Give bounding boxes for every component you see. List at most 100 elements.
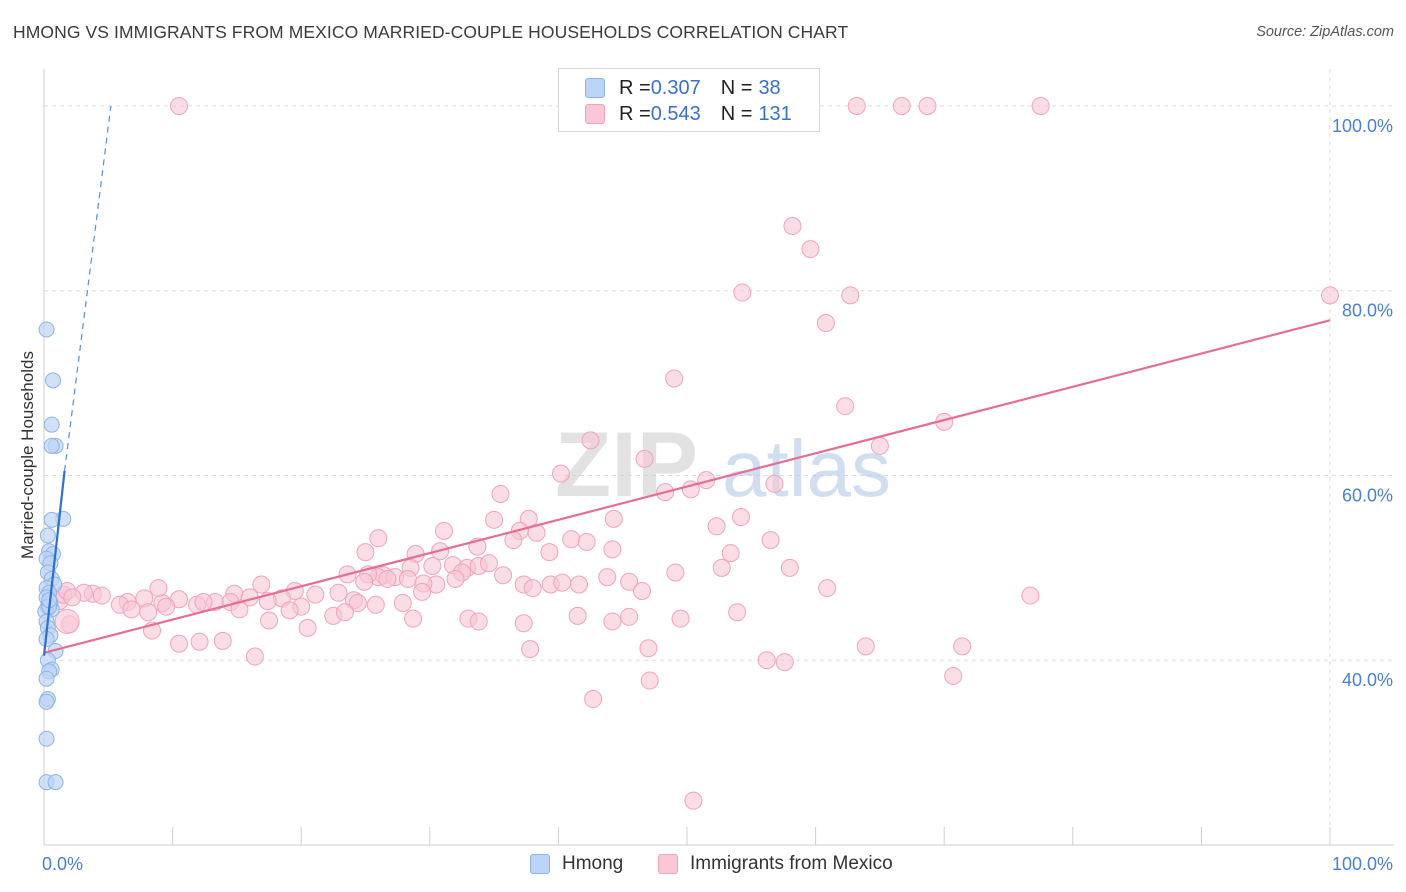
- mexico-point: [423, 557, 442, 576]
- mexico-point: [157, 597, 176, 616]
- trend-lines: [42, 105, 1331, 656]
- hmong-point: [43, 511, 60, 528]
- mexico-point: [245, 647, 264, 666]
- mexico-point: [757, 651, 776, 670]
- mexico-point: [732, 508, 751, 527]
- mexico-point: [818, 579, 837, 598]
- y-axis-label: Married-couple Households: [18, 351, 37, 559]
- n-value: 38: [758, 76, 781, 99]
- mexico-point: [665, 369, 684, 388]
- series-legend: Hmong Immigrants from Mexico: [0, 851, 1406, 879]
- mexico-point: [553, 573, 572, 592]
- mexico-point: [666, 563, 685, 582]
- mexico-point: [856, 637, 875, 656]
- n-label: N =: [720, 102, 753, 125]
- mexico-point: [335, 603, 354, 622]
- mexico-point: [356, 543, 375, 562]
- y-tick-label: 100.0%: [1332, 116, 1393, 136]
- mexico-point: [577, 532, 596, 551]
- legend-item-hmong[interactable]: Hmong: [530, 853, 623, 875]
- hmong-trend-line: [42, 470, 66, 656]
- mexico-point: [836, 397, 855, 416]
- mexico-point: [63, 588, 82, 607]
- hmong-swatch: [530, 854, 550, 874]
- mexico-point: [728, 603, 747, 622]
- legend-label-mexico: Immigrants from Mexico: [690, 853, 893, 874]
- mexico-point: [551, 464, 570, 483]
- mexico-point: [640, 671, 659, 690]
- mexico-point: [953, 637, 972, 656]
- mexico-point: [707, 517, 726, 536]
- mexico-point: [603, 540, 622, 559]
- hmong-trend-extension: [63, 105, 112, 471]
- mexico-point: [190, 632, 209, 651]
- mexico-point: [260, 611, 279, 630]
- mexico-trend-line: [43, 319, 1331, 654]
- hmong-point: [43, 416, 60, 433]
- mexico-point: [170, 96, 189, 115]
- hmong-swatch: [585, 78, 605, 98]
- legend-item-mexico[interactable]: Immigrants from Mexico: [658, 853, 893, 875]
- legend-row-mexico: R = 0.543 N = 131: [585, 102, 792, 126]
- mexico-point: [92, 586, 111, 605]
- mexico-point: [504, 531, 523, 550]
- mexico-point: [1031, 96, 1050, 115]
- mexico-point: [603, 612, 622, 631]
- mexico-point: [398, 569, 417, 588]
- r-value: 0.307: [650, 76, 701, 99]
- mexico-point: [348, 593, 367, 612]
- mexico-point: [329, 583, 348, 602]
- y-tick-label: 80.0%: [1342, 301, 1393, 321]
- mexico-point: [712, 558, 731, 577]
- mexico-point: [434, 521, 453, 540]
- mexico-point: [280, 601, 299, 620]
- mexico-point: [540, 543, 559, 562]
- mexico-point: [944, 666, 963, 685]
- n-value: 131: [758, 102, 792, 125]
- x-tick-label: 100.0%: [1332, 854, 1393, 874]
- mexico-point: [918, 96, 937, 115]
- mexico-point: [170, 634, 189, 653]
- mexico-point: [892, 96, 911, 115]
- mexico-swatch: [585, 104, 605, 124]
- hmong-point: [47, 774, 64, 791]
- x-tick-label: 0.0%: [42, 854, 83, 874]
- mexico-point: [816, 314, 835, 333]
- mexico-point: [479, 554, 498, 573]
- hmong-point: [38, 670, 55, 687]
- mexico-point: [122, 600, 141, 619]
- mexico-point: [598, 568, 617, 587]
- mexico-point: [639, 639, 658, 658]
- mexico-point: [847, 96, 866, 115]
- mexico-point: [870, 436, 889, 455]
- y-tick-label: 60.0%: [1342, 485, 1393, 505]
- mexico-point: [761, 531, 780, 550]
- mexico-point: [562, 530, 581, 549]
- hmong-point: [43, 437, 60, 454]
- grid-lines: [44, 69, 1394, 845]
- mexico-point: [298, 618, 317, 637]
- mexico-point: [521, 640, 540, 659]
- mexico-point: [775, 653, 794, 672]
- mexico-point: [491, 484, 510, 503]
- mexico-point-large: [54, 608, 80, 634]
- mexico-point: [378, 569, 397, 588]
- mexico-point: [139, 603, 158, 622]
- mexico-point: [494, 566, 513, 585]
- mexico-point: [620, 572, 639, 591]
- mexico-swatch: [658, 854, 678, 874]
- mexico-point: [765, 474, 784, 493]
- axes: [43, 69, 1394, 846]
- mexico-point: [1321, 286, 1339, 305]
- r-value: 0.543: [650, 102, 701, 125]
- mexico-point: [604, 509, 623, 528]
- mexico-point: [721, 544, 740, 563]
- mexico-point: [355, 572, 374, 591]
- y-tick-label: 40.0%: [1342, 670, 1393, 690]
- mexico-point: [194, 593, 213, 612]
- mexico-point: [230, 600, 249, 619]
- mexico-point: [684, 791, 703, 810]
- mexico-point: [514, 614, 533, 633]
- watermark-atlas: atlas: [722, 424, 891, 513]
